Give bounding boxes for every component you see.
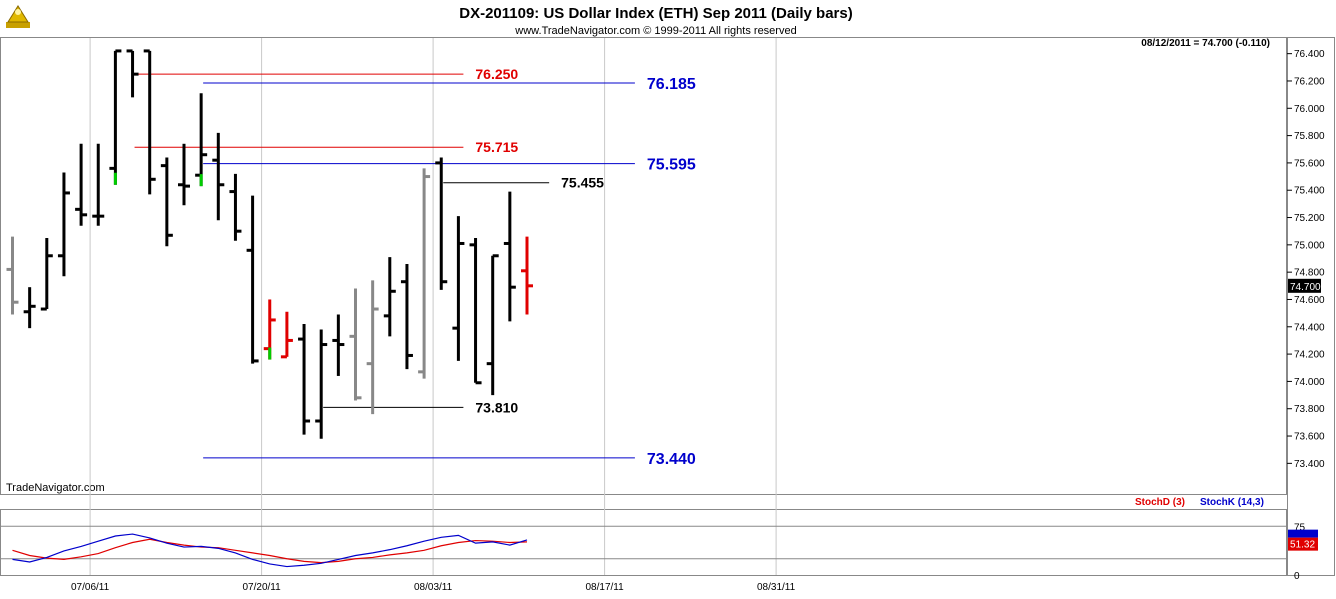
price-bar [435,157,448,290]
current-price-label: 74.700 [1290,282,1321,293]
stoch-k-marker [1288,529,1318,538]
price-tick-label: 76.000 [1294,104,1325,115]
price-panel [0,37,1287,495]
price-bar [40,238,53,311]
chart-copyright: www.TradeNavigator.com © 1999-2011 All r… [514,25,796,37]
price-bar [178,143,190,206]
price-bar [315,329,328,439]
stoch-series-line [12,538,528,564]
current-price-box [1288,278,1321,293]
price-tick-label: 75.200 [1294,213,1325,224]
price-bar [246,195,259,364]
level-label: 73.440 [647,451,696,468]
levels-layer: 76.250 76.185 75.715 75.595 75.455 73.810 73.4… [134,66,696,468]
price-bar [383,257,396,337]
price-tick-label: 75.800 [1294,131,1325,142]
level-label: 75.595 [647,157,696,174]
price-bar [332,314,345,376]
price-bar [229,173,242,241]
stoch-tick-label: 0 [1294,571,1300,582]
stoch-legend-label: StochK (14,3) [1200,497,1264,508]
date-tick-label: 07/06/11 [71,582,110,593]
price-tick-label: 76.400 [1294,49,1325,60]
price-bar [126,49,139,98]
level-label: 76.185 [647,76,696,93]
price-bar [263,299,276,360]
price-bar [92,143,105,226]
price-bar [298,324,311,435]
price-bar [469,238,482,385]
price-tick-label: 73.800 [1294,404,1325,415]
date-tick-label: 08/31/11 [757,582,796,593]
price-bar [349,288,362,401]
level-label: 75.715 [475,139,518,155]
price-tick-label: 75.600 [1294,158,1325,169]
price-bar [400,263,413,370]
stoch-tick-label: 75 [1294,522,1306,533]
date-tick-label: 08/03/11 [414,582,453,593]
price-tick-label: 74.200 [1294,350,1325,361]
price-bar [452,216,465,361]
price-tick-label: 74.000 [1294,377,1325,388]
watermark: TradeNavigator.com [6,482,105,494]
price-tick-label: 74.800 [1294,268,1325,279]
price-bar [521,236,533,315]
logo-icon [6,5,30,28]
stoch-legend-label: StochD (3) [1135,497,1185,508]
level-label: 73.810 [475,399,518,415]
price-axis-labels: 76.400 76.200 76.000 75.800 75.600 75.400 75.2… [1287,49,1325,470]
price-bar [109,49,122,185]
date-axis-labels: 07/06/11 07/20/11 08/03/11 08/17/11 08/31/11 [71,582,796,593]
level-label: 76.250 [475,66,518,82]
price-tick-label: 73.400 [1294,459,1325,470]
price-bar [160,157,173,247]
price-bar [75,143,88,226]
last-quote-label: 08/12/2011 = 74.700 (-0.110) [1141,38,1270,49]
level-label: 75.455 [561,175,604,191]
price-bar [503,191,516,322]
price-tick-label: 73.600 [1294,432,1325,443]
price-tick-label: 75.000 [1294,240,1325,251]
stoch-value-label: 51.32 [1290,540,1315,551]
stochastic-lines: 75 0 StochD (3) StochK (14,3) 51.32 [0,497,1318,582]
price-bar [57,172,70,277]
price-bar [486,254,499,396]
price-bars [6,49,533,439]
price-bar [23,287,36,329]
price-bar [212,132,225,221]
price-bar [195,93,208,187]
stoch-series-line [12,533,528,568]
price-tick-label: 76.200 [1294,76,1325,87]
stoch-value-box [1288,537,1318,551]
price-bar [280,311,293,359]
price-bar [143,49,156,195]
date-tick-label: 08/17/11 [586,582,625,593]
price-tick-label: 74.600 [1294,295,1325,306]
stoch-panel [0,509,1287,576]
price-tick-label: 74.400 [1294,322,1325,333]
price-bar [6,236,19,315]
chart-title: DX-201109: US Dollar Index (ETH) Sep 201… [459,5,853,22]
price-tick-label: 75.400 [1294,186,1325,197]
price-bar [366,280,379,415]
price-axis [1287,37,1335,576]
date-tick-label: 07/20/11 [243,582,282,593]
price-bar [418,168,431,379]
grid-layer [89,38,777,575]
